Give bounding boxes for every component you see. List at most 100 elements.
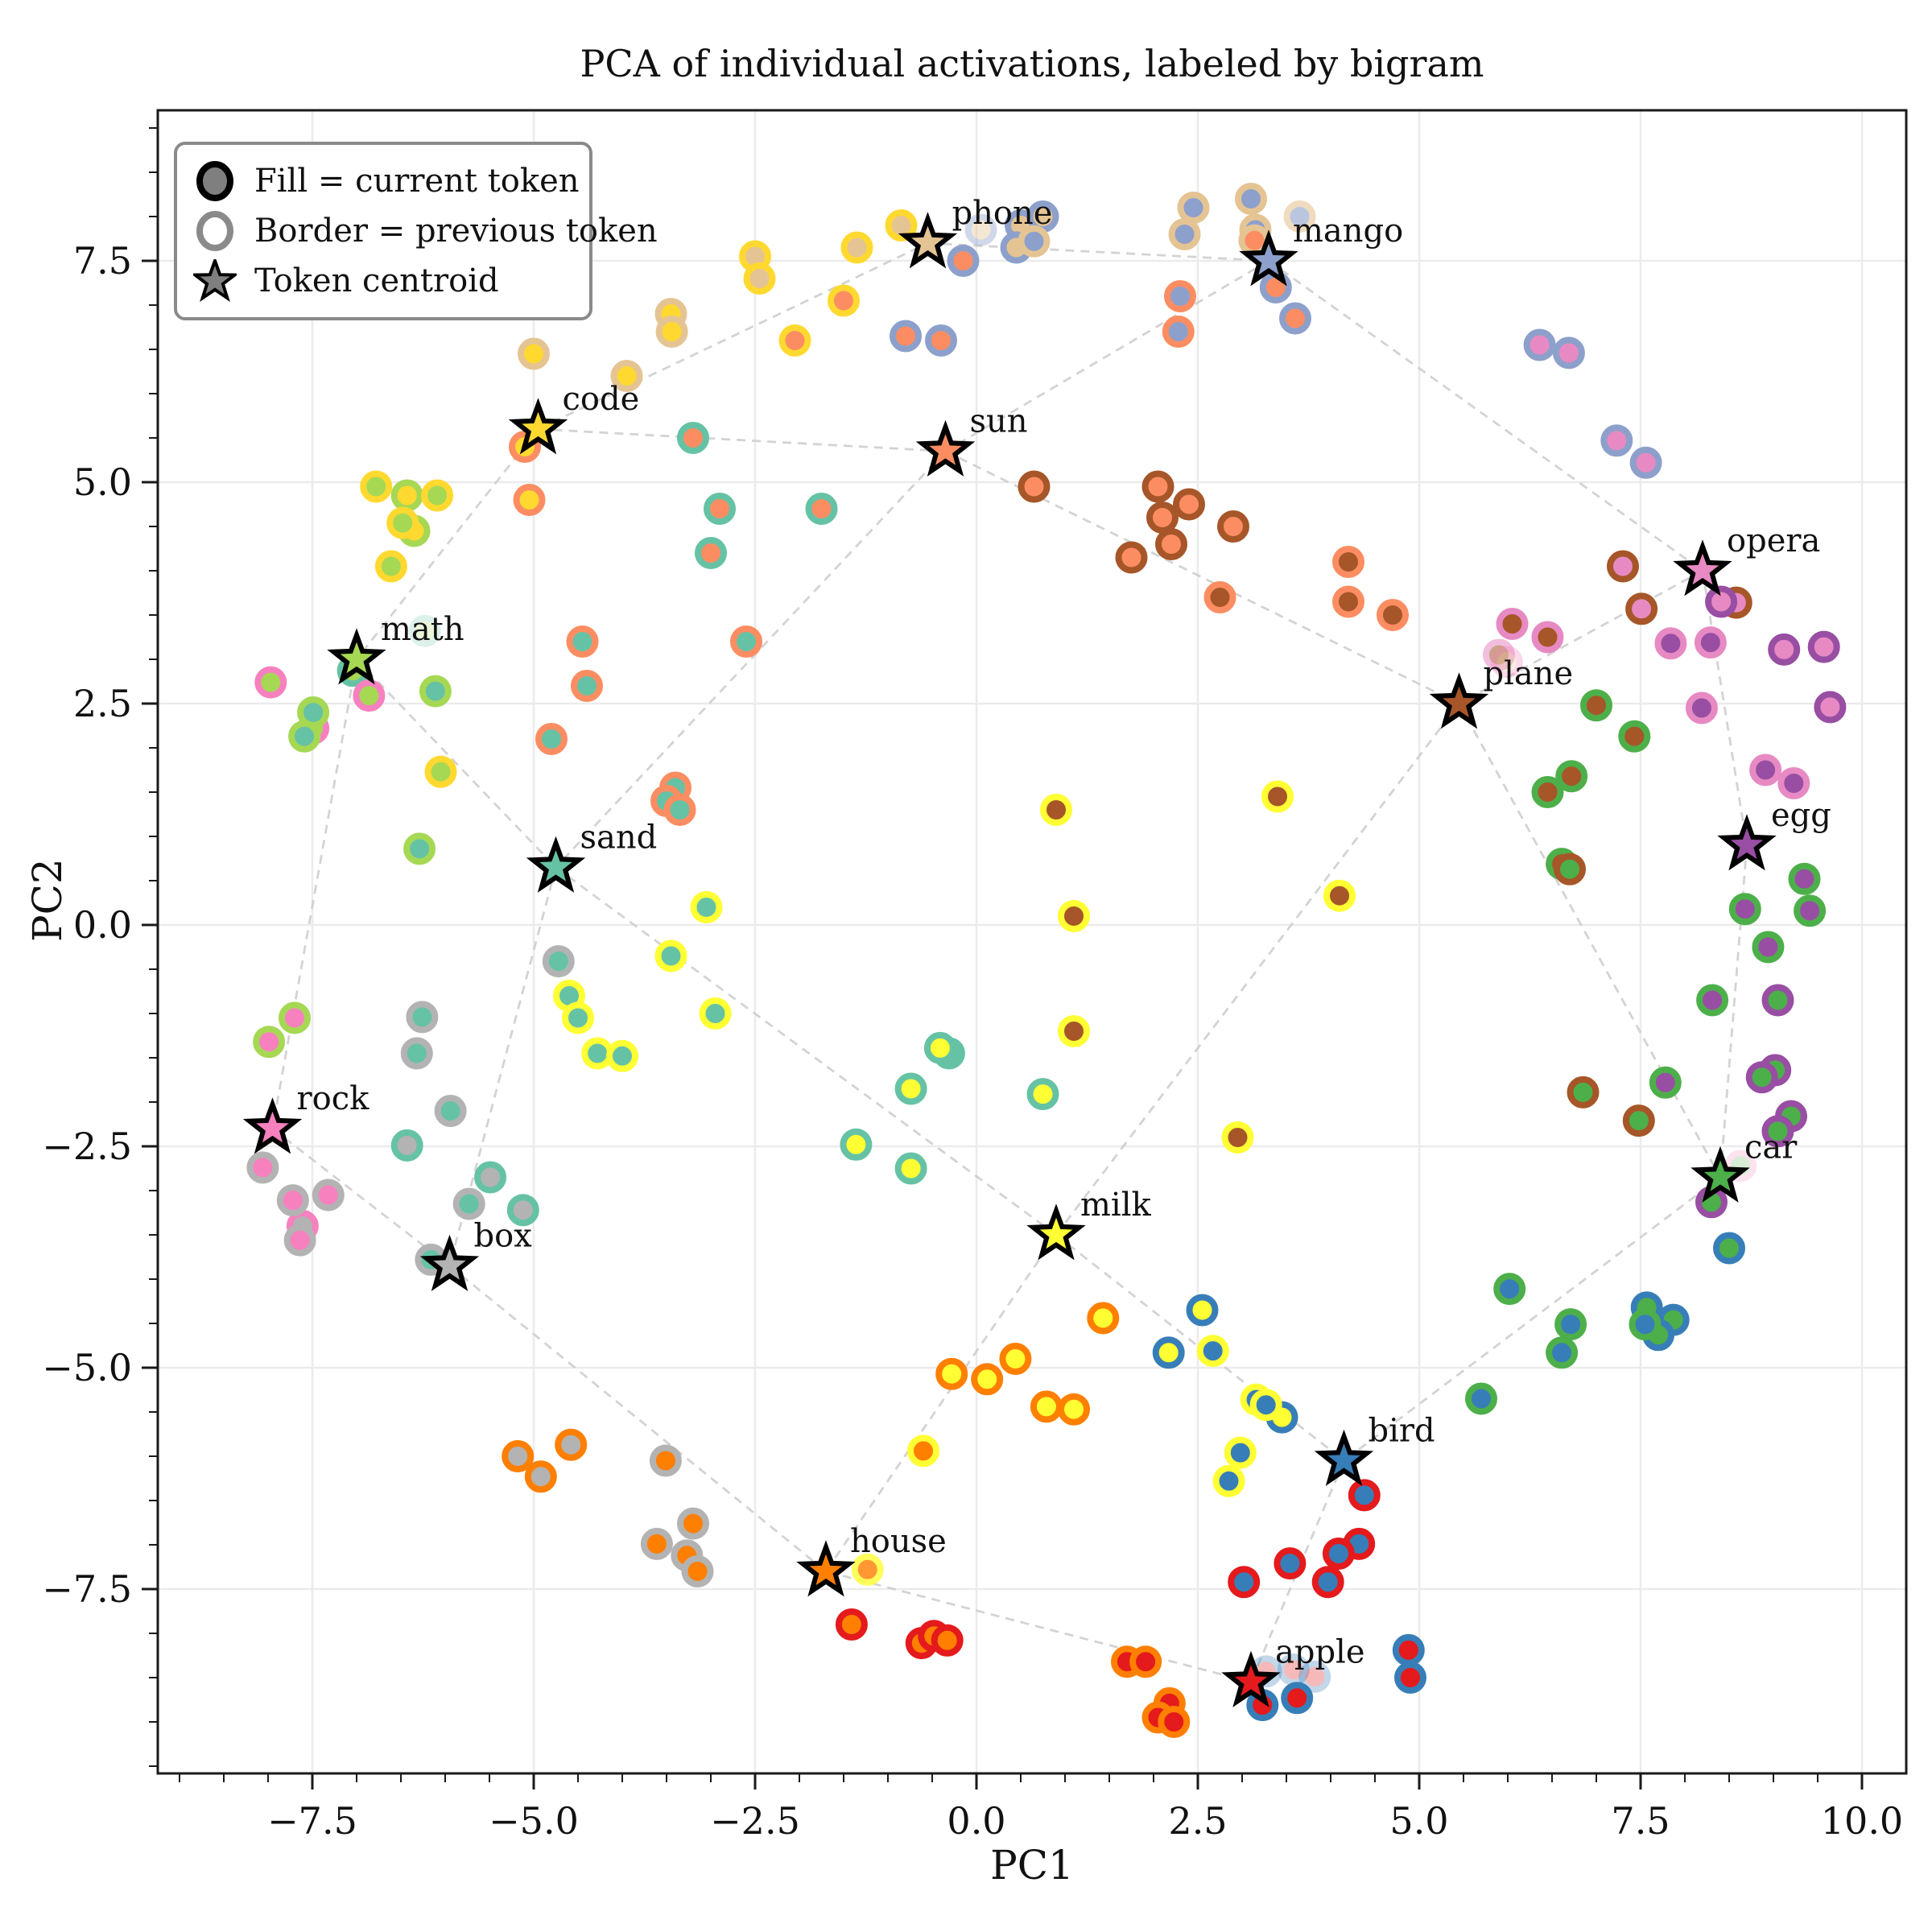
data-point <box>434 1095 467 1127</box>
star-icon <box>193 259 237 303</box>
data-point <box>279 1001 311 1034</box>
data-point <box>1323 879 1356 912</box>
data-point <box>1162 316 1195 348</box>
centroid-label-mango: mango <box>1293 213 1403 250</box>
data-point <box>1212 1464 1245 1497</box>
y-axis-label: PC2 <box>24 858 71 942</box>
data-point <box>890 320 922 353</box>
data-point <box>542 945 575 978</box>
data-point <box>1567 1075 1600 1108</box>
data-point <box>1761 1115 1794 1148</box>
legend-item-fill: Fill = current token <box>193 156 580 206</box>
data-point <box>1600 424 1633 457</box>
data-point <box>805 493 838 525</box>
data-point <box>518 337 550 370</box>
data-point <box>1040 794 1072 826</box>
data-point <box>1377 599 1409 631</box>
data-point <box>1298 1660 1331 1693</box>
data-point <box>246 1151 279 1184</box>
data-point <box>1546 1336 1579 1369</box>
x-tick-label: 5.0 <box>1389 1799 1448 1843</box>
data-point <box>513 484 546 516</box>
centroid-edge-line <box>825 1570 1252 1683</box>
data-point <box>681 1555 714 1587</box>
data-point <box>400 1037 433 1070</box>
x-axis-label: PC1 <box>990 1842 1074 1889</box>
data-point <box>1554 852 1586 886</box>
data-point <box>1807 630 1840 663</box>
centroid-star-car <box>1690 1146 1750 1203</box>
data-point <box>1761 984 1794 1017</box>
data-point <box>1622 1104 1655 1137</box>
data-point <box>1332 585 1364 618</box>
data-point <box>408 614 441 647</box>
centroid-edge-line <box>538 427 946 452</box>
data-point <box>840 231 873 264</box>
data-point <box>1618 720 1651 753</box>
data-point <box>1694 626 1727 659</box>
centroid-label-apple: apple <box>1275 1634 1365 1671</box>
data-point <box>1228 1566 1261 1599</box>
centroid-star-plane <box>1429 672 1489 729</box>
legend-item-centroid: Token centroid <box>193 256 573 306</box>
centroid-edge-line <box>555 866 1057 1236</box>
filled-circle-icon <box>196 161 233 201</box>
data-point <box>1649 1066 1682 1099</box>
centroid-edge-line <box>555 450 947 869</box>
data-point <box>424 755 457 788</box>
y-tick-label: 5.0 <box>73 460 132 504</box>
centroid-edge-line <box>1458 569 1703 705</box>
data-point <box>1261 780 1294 813</box>
data-point <box>1493 1273 1526 1306</box>
data-point <box>640 1527 673 1560</box>
data-point <box>312 1179 345 1212</box>
data-point <box>1173 488 1205 521</box>
data-point <box>699 997 732 1030</box>
centroid-edge-line <box>1268 259 1703 572</box>
data-point <box>894 1152 927 1185</box>
data-point <box>386 506 419 539</box>
data-point <box>1531 621 1564 654</box>
centroid-star-math <box>327 628 386 685</box>
data-point <box>1115 541 1148 574</box>
legend-label: Border = previous token <box>254 213 658 250</box>
centroid-edge-line <box>1343 1176 1721 1462</box>
data-point <box>360 470 393 503</box>
data-point <box>1768 633 1801 666</box>
x-tick-label: 7.5 <box>1611 1799 1670 1843</box>
data-point <box>1152 1336 1185 1369</box>
data-point <box>1749 753 1782 786</box>
data-point <box>571 670 603 702</box>
centroid-label-sun: sun <box>970 403 1028 440</box>
data-point <box>835 1608 868 1641</box>
centroid-label-opera: opera <box>1727 522 1820 559</box>
data-point <box>1625 592 1658 625</box>
data-point <box>1629 1308 1662 1341</box>
data-point <box>421 479 454 512</box>
data-point <box>1654 627 1687 660</box>
data-point <box>1164 280 1196 312</box>
data-point <box>1221 1121 1254 1154</box>
y-tick-label: 7.5 <box>73 239 132 283</box>
data-point <box>555 1428 588 1461</box>
centroid-label-math: math <box>381 611 464 648</box>
centroid-star-house <box>796 1540 856 1597</box>
data-point <box>1696 984 1729 1017</box>
data-point <box>403 832 436 865</box>
legend: Fill = current token Border = previous t… <box>174 142 658 320</box>
data-point <box>288 720 321 753</box>
data-point <box>851 1553 884 1586</box>
data-point <box>1777 767 1810 799</box>
data-point <box>1217 510 1249 543</box>
x-tick-label: −7.5 <box>267 1799 357 1843</box>
data-point <box>390 479 423 512</box>
data-point <box>1087 1302 1120 1335</box>
data-point <box>730 625 762 658</box>
data-point <box>374 550 407 583</box>
data-point <box>1224 1436 1257 1469</box>
centroid-edge-line <box>927 242 1269 262</box>
data-point <box>1788 862 1821 895</box>
centroid-label-sand: sand <box>580 819 658 857</box>
data-point <box>474 1161 507 1194</box>
